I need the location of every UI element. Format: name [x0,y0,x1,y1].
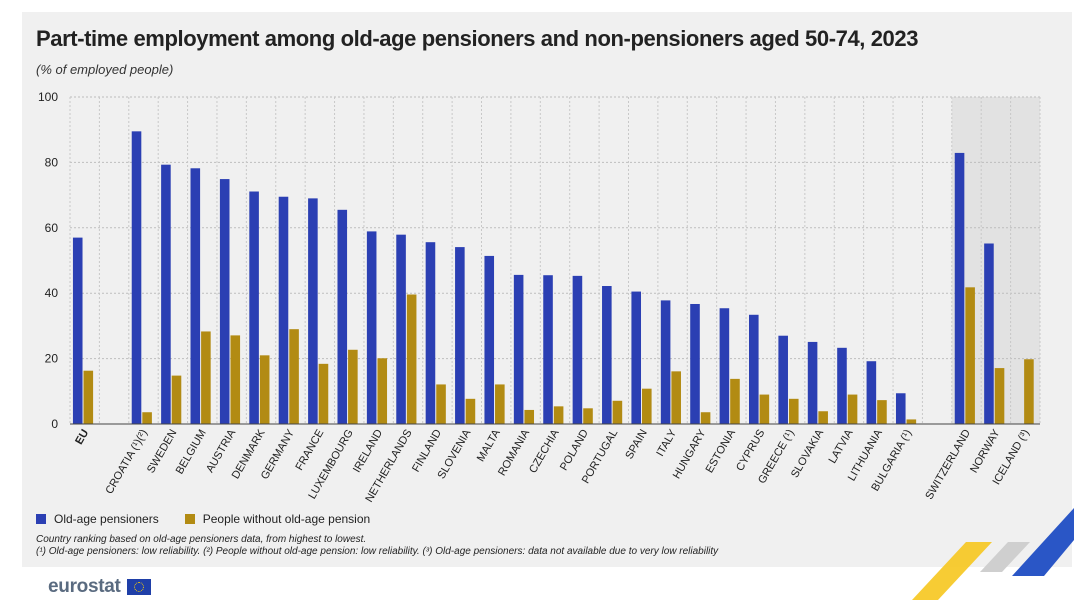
y-tick-label: 20 [45,352,59,366]
y-tick-label: 60 [45,221,59,235]
bar-pensioners [660,300,671,424]
bar-pensioners [484,255,495,424]
bar-pensioners [778,335,788,424]
bar-non-pensioners [495,384,505,424]
bar-pensioners [837,347,847,424]
bar-pensioners [807,341,818,424]
legend-item-pensioners: Old-age pensioners [36,512,159,526]
bar-non-pensioners [436,384,446,424]
bar-non-pensioners [318,363,329,424]
bar-pensioners [161,164,171,424]
bar-non-pensioners [553,406,564,424]
bar-pensioners [543,275,553,424]
bar-pensioners [513,274,524,424]
y-tick-label: 100 [38,90,58,104]
bar-pensioners [749,314,759,424]
bar-pensioners [719,308,730,424]
bar-non-pensioners [142,412,152,424]
bar-pensioners [278,196,289,424]
bar-pensioners [308,198,318,424]
legend: Old-age pensioners People without old-ag… [36,512,396,526]
eurostat-logo: eurostat [48,576,151,598]
bar-pensioners [455,247,465,424]
bar-non-pensioners [524,409,535,424]
bar-pensioners [131,131,142,424]
bar-non-pensioners [877,400,887,424]
chart-subtitle: (% of employed people) [36,62,174,77]
bar-non-pensioners [406,294,417,424]
bar-pensioners [249,191,259,424]
footnote-reliability: (¹) Old-age pensioners: low reliability.… [36,546,719,557]
bar-non-pensioners [700,412,711,424]
bar-non-pensioners [759,394,770,424]
bar-pensioners [866,361,877,424]
chart-title: Part-time employment among old-age pensi… [36,26,919,51]
bar-pensioners [190,168,201,424]
bar-non-pensioners [83,370,94,424]
bar-pensioners [631,291,642,424]
bar-non-pensioners [612,400,623,424]
eu-flag-icon [126,579,151,595]
bar-non-pensioners [230,335,241,424]
bar-pensioners [954,152,965,425]
y-tick-label: 0 [51,417,58,431]
y-tick-label: 80 [45,155,59,169]
bar-pensioners [219,179,230,424]
y-tick-label: 40 [45,286,59,300]
bar-non-pensioners [788,398,799,424]
legend-label-non-pensioners: People without old-age pension [202,512,371,526]
legend-swatch-pensioners [36,514,46,524]
bar-non-pensioners [259,355,270,424]
bar-pensioners [396,234,406,424]
bar-pensioners [895,393,906,424]
bar-pensioners [602,286,612,424]
bar-pensioners [690,303,700,424]
footnote-ranking: Country ranking based on old-age pension… [36,534,367,545]
bar-non-pensioners [994,368,1005,424]
bar-non-pensioners [965,287,975,424]
bar-non-pensioners [377,358,388,424]
bar-non-pensioners [348,349,358,424]
bar-non-pensioners [465,398,476,424]
bar-pensioners [425,242,436,424]
bar-non-pensioners [201,331,211,424]
bar-non-pensioners [818,411,828,424]
bar-pensioners [337,209,348,424]
bar-pensioners [984,243,994,424]
footnotes: Country ranking based on old-age pension… [36,534,718,558]
legend-label-pensioners: Old-age pensioners [54,512,159,526]
bar-pensioners [366,231,377,424]
bar-non-pensioners [642,388,652,424]
bar-non-pensioners [847,394,858,424]
bar-non-pensioners [730,378,740,424]
bar-non-pensioners [906,419,917,424]
bar-non-pensioners [171,375,182,424]
brand-name: eurostat [48,576,121,597]
bar-non-pensioners [289,329,299,424]
bar-pensioners [72,237,83,424]
bar-non-pensioners [583,408,593,424]
bar-non-pensioners [671,371,681,424]
bar-non-pensioners [1024,359,1034,424]
legend-item-non-pensioners: People without old-age pension [184,512,371,526]
bar-pensioners [572,275,583,424]
legend-swatch-non-pensioners [184,514,195,524]
